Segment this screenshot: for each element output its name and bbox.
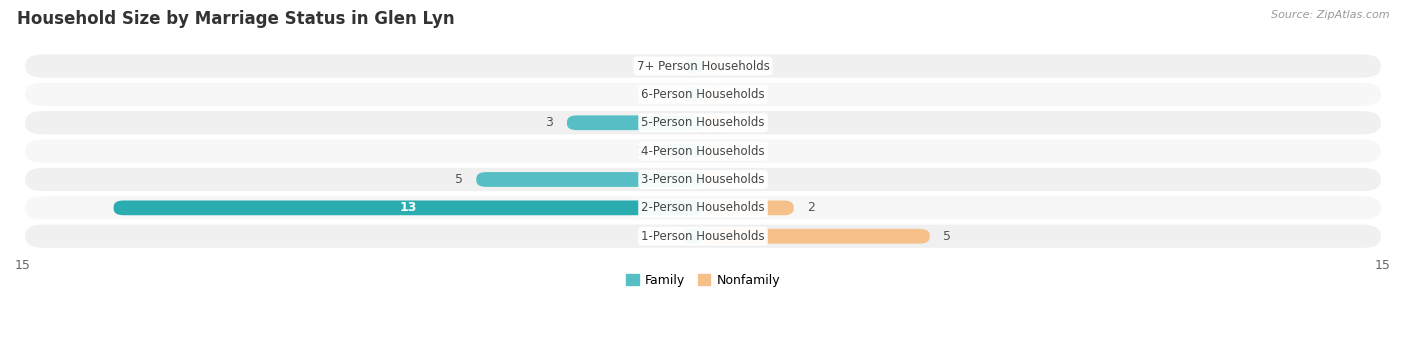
Bar	[567, 115, 703, 130]
Text: 2-Person Households: 2-Person Households	[641, 201, 765, 214]
Bar	[703, 201, 793, 215]
Text: 2: 2	[807, 201, 815, 214]
FancyBboxPatch shape	[25, 54, 1381, 78]
Text: 1-Person Households: 1-Person Households	[641, 230, 765, 243]
FancyBboxPatch shape	[25, 225, 1381, 248]
Text: 0: 0	[664, 230, 671, 243]
Text: 0: 0	[664, 88, 671, 101]
Text: 5: 5	[943, 230, 952, 243]
Text: 0: 0	[735, 144, 742, 158]
FancyBboxPatch shape	[25, 139, 1381, 163]
Text: 0: 0	[735, 59, 742, 72]
FancyBboxPatch shape	[114, 201, 703, 215]
FancyBboxPatch shape	[682, 58, 703, 73]
FancyBboxPatch shape	[25, 83, 1381, 106]
FancyBboxPatch shape	[703, 172, 724, 187]
FancyBboxPatch shape	[703, 229, 929, 243]
FancyBboxPatch shape	[703, 87, 724, 102]
Text: 0: 0	[735, 88, 742, 101]
FancyBboxPatch shape	[25, 196, 1381, 220]
Text: 0: 0	[664, 59, 671, 72]
Bar	[682, 87, 703, 102]
Text: 0: 0	[735, 116, 742, 129]
FancyBboxPatch shape	[682, 87, 703, 102]
Bar	[703, 115, 724, 130]
FancyBboxPatch shape	[477, 172, 703, 187]
Bar	[703, 229, 929, 243]
Bar	[703, 144, 724, 158]
Text: 5-Person Households: 5-Person Households	[641, 116, 765, 129]
Text: 5: 5	[454, 173, 463, 186]
Text: 7+ Person Households: 7+ Person Households	[637, 59, 769, 72]
Bar	[477, 172, 703, 187]
FancyBboxPatch shape	[658, 144, 703, 158]
Bar	[682, 58, 703, 73]
Bar	[703, 87, 724, 102]
Bar	[114, 201, 703, 215]
Bar	[703, 172, 724, 187]
FancyBboxPatch shape	[25, 111, 1381, 134]
Legend: Family, Nonfamily: Family, Nonfamily	[621, 269, 785, 292]
Bar	[703, 58, 724, 73]
Text: 1: 1	[636, 144, 644, 158]
Text: 3-Person Households: 3-Person Households	[641, 173, 765, 186]
FancyBboxPatch shape	[567, 115, 703, 130]
Bar	[658, 144, 703, 158]
FancyBboxPatch shape	[25, 168, 1381, 191]
Text: Household Size by Marriage Status in Glen Lyn: Household Size by Marriage Status in Gle…	[17, 10, 454, 28]
Text: 4-Person Households: 4-Person Households	[641, 144, 765, 158]
Bar	[682, 229, 703, 243]
Text: 13: 13	[399, 201, 418, 214]
FancyBboxPatch shape	[703, 58, 724, 73]
FancyBboxPatch shape	[703, 144, 724, 158]
Text: 3: 3	[546, 116, 554, 129]
Text: 0: 0	[735, 173, 742, 186]
FancyBboxPatch shape	[703, 115, 724, 130]
Text: Source: ZipAtlas.com: Source: ZipAtlas.com	[1271, 10, 1389, 20]
Text: 6-Person Households: 6-Person Households	[641, 88, 765, 101]
FancyBboxPatch shape	[682, 229, 703, 243]
FancyBboxPatch shape	[703, 201, 793, 215]
